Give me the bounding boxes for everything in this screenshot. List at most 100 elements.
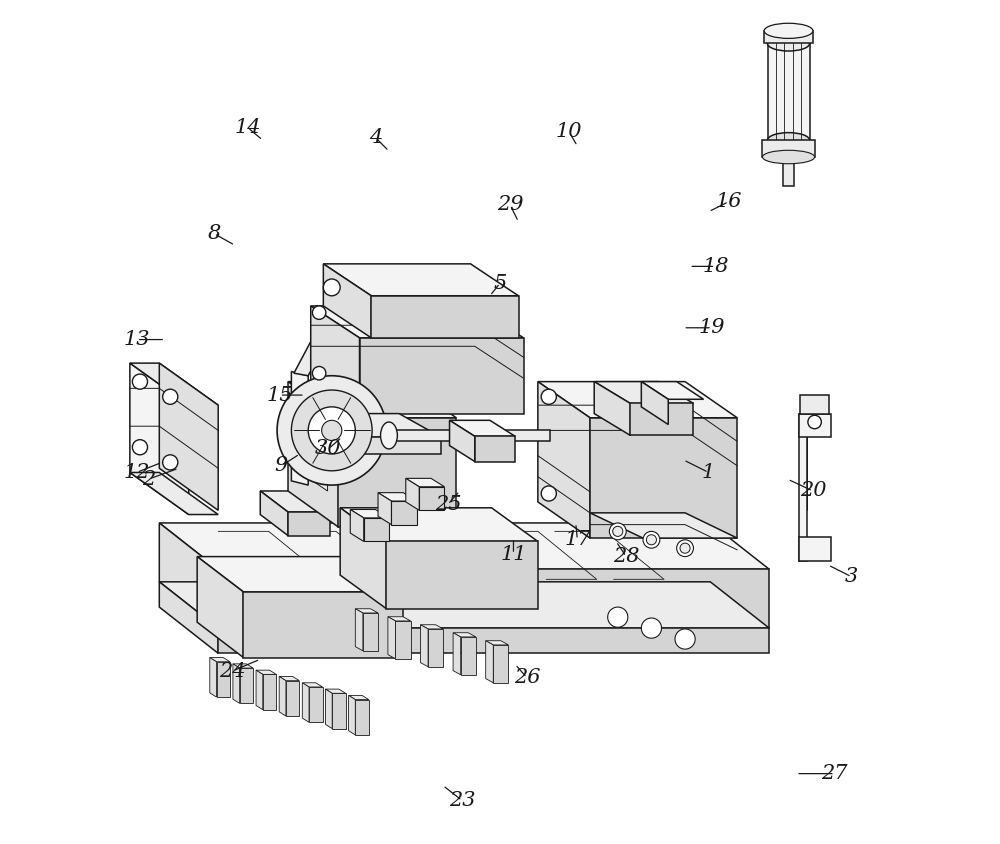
Polygon shape — [799, 414, 807, 560]
Polygon shape — [538, 381, 737, 418]
Text: 3: 3 — [845, 567, 858, 587]
Polygon shape — [391, 501, 417, 525]
Circle shape — [293, 397, 307, 410]
Polygon shape — [338, 418, 456, 528]
Polygon shape — [419, 487, 444, 511]
Ellipse shape — [768, 36, 810, 51]
Polygon shape — [378, 493, 391, 525]
Polygon shape — [360, 338, 524, 414]
Circle shape — [680, 544, 690, 553]
Text: 1: 1 — [702, 463, 715, 482]
Polygon shape — [340, 508, 538, 542]
Circle shape — [541, 389, 556, 404]
Polygon shape — [325, 689, 332, 728]
Polygon shape — [279, 677, 299, 680]
Polygon shape — [349, 695, 369, 700]
Polygon shape — [350, 510, 389, 518]
Polygon shape — [349, 695, 355, 735]
Polygon shape — [371, 295, 519, 338]
Circle shape — [675, 629, 695, 649]
Polygon shape — [630, 403, 693, 436]
Polygon shape — [594, 381, 630, 436]
Text: 24: 24 — [219, 662, 246, 680]
Polygon shape — [388, 617, 411, 621]
Text: 25: 25 — [435, 495, 461, 514]
Polygon shape — [486, 641, 493, 683]
Circle shape — [132, 374, 148, 389]
Polygon shape — [800, 395, 829, 414]
Polygon shape — [130, 363, 189, 515]
Polygon shape — [323, 264, 519, 295]
Polygon shape — [159, 523, 769, 569]
Text: 11: 11 — [500, 544, 527, 564]
Polygon shape — [130, 473, 218, 515]
Polygon shape — [799, 538, 831, 560]
Polygon shape — [260, 491, 330, 512]
Ellipse shape — [381, 422, 397, 449]
Polygon shape — [461, 637, 476, 675]
Polygon shape — [590, 513, 737, 538]
Polygon shape — [428, 629, 443, 667]
Polygon shape — [365, 437, 441, 454]
Ellipse shape — [764, 24, 813, 39]
Polygon shape — [406, 479, 444, 487]
Polygon shape — [311, 306, 524, 338]
Polygon shape — [355, 609, 363, 651]
Circle shape — [646, 535, 656, 545]
Polygon shape — [389, 430, 550, 441]
Text: 15: 15 — [266, 386, 293, 404]
Polygon shape — [641, 381, 668, 425]
Circle shape — [808, 415, 821, 429]
Polygon shape — [197, 556, 403, 592]
Polygon shape — [263, 674, 276, 710]
Polygon shape — [453, 633, 476, 637]
Circle shape — [293, 453, 307, 467]
Polygon shape — [302, 683, 323, 687]
Text: 14: 14 — [234, 118, 261, 137]
Circle shape — [312, 306, 326, 319]
Polygon shape — [450, 420, 515, 436]
Text: 29: 29 — [497, 196, 523, 214]
Polygon shape — [288, 512, 330, 536]
Text: 23: 23 — [449, 791, 475, 810]
Text: 30: 30 — [315, 440, 342, 458]
Polygon shape — [475, 436, 515, 462]
Polygon shape — [218, 569, 769, 628]
Polygon shape — [291, 371, 308, 485]
Circle shape — [277, 376, 386, 485]
Polygon shape — [363, 613, 378, 651]
Polygon shape — [332, 693, 346, 728]
Polygon shape — [486, 641, 508, 645]
Circle shape — [322, 420, 342, 441]
Polygon shape — [406, 479, 419, 511]
Polygon shape — [590, 418, 737, 538]
Polygon shape — [159, 582, 218, 653]
Polygon shape — [764, 31, 813, 43]
Circle shape — [609, 523, 626, 540]
Text: 20: 20 — [800, 481, 826, 500]
Text: 5: 5 — [493, 273, 507, 293]
Polygon shape — [256, 670, 263, 710]
Polygon shape — [355, 700, 369, 735]
Text: 27: 27 — [822, 764, 848, 783]
Polygon shape — [288, 381, 456, 418]
Polygon shape — [762, 140, 815, 157]
Circle shape — [323, 279, 340, 295]
Polygon shape — [323, 264, 371, 338]
Ellipse shape — [768, 133, 810, 148]
Polygon shape — [233, 664, 240, 703]
Text: 2: 2 — [142, 470, 155, 489]
Circle shape — [608, 607, 628, 627]
Polygon shape — [217, 662, 230, 697]
Circle shape — [308, 407, 355, 454]
Polygon shape — [378, 493, 417, 501]
Polygon shape — [386, 542, 538, 609]
Polygon shape — [279, 677, 286, 716]
Polygon shape — [395, 621, 411, 659]
Polygon shape — [421, 625, 428, 667]
Circle shape — [163, 455, 178, 470]
Circle shape — [613, 527, 623, 537]
Polygon shape — [210, 657, 217, 697]
Text: 4: 4 — [369, 128, 382, 147]
Circle shape — [541, 486, 556, 501]
